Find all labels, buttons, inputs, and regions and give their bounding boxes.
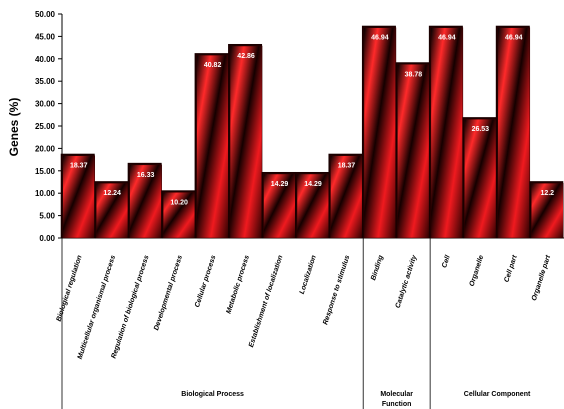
y-tick-label: 0.00	[39, 234, 55, 243]
bar-value-label: 18.37	[70, 163, 88, 170]
group-label: Molecular	[380, 391, 413, 398]
y-tick-label: 45.00	[35, 32, 56, 41]
bar-value-label: 16.33	[137, 172, 155, 179]
bar	[196, 54, 229, 239]
x-tick-label: Establishment of localization	[248, 254, 284, 348]
bar	[430, 27, 464, 239]
bar	[464, 118, 497, 239]
x-tick-label: Biological regulation	[56, 254, 84, 322]
x-tick-label: Cellular process	[194, 254, 218, 308]
x-tick-label: Regulation of biological process	[110, 254, 150, 359]
bar	[497, 27, 531, 239]
group-label: Function	[382, 401, 412, 408]
group-label: Cellular Component	[464, 391, 531, 398]
bar-value-label: 12.24	[103, 190, 121, 197]
x-tick-label: Cell	[441, 253, 452, 268]
chart-bars	[60, 25, 564, 239]
bar-value-label: 40.82	[204, 62, 222, 69]
x-tick-label: Localization	[299, 254, 318, 295]
bar	[229, 45, 263, 239]
bar-value-label: 46.94	[438, 35, 456, 42]
x-tick-label: Developmental process	[153, 254, 184, 331]
x-tick-label: Cell part	[503, 254, 519, 283]
x-tick-label: Catalytic activity	[395, 253, 419, 309]
y-tick-label: 30.00	[35, 100, 56, 109]
bar	[129, 164, 162, 239]
y-axis-label: Genes (%)	[7, 98, 21, 157]
bar	[330, 155, 363, 239]
y-tick-label: 50.00	[35, 10, 56, 19]
y-tick-label: 20.00	[35, 144, 56, 153]
x-tick-label: Binding	[370, 254, 385, 282]
bar-value-label: 18.37	[338, 163, 356, 170]
y-tick-label: 15.00	[35, 167, 56, 176]
bar-value-label: 14.29	[304, 181, 322, 188]
bar	[363, 27, 397, 239]
y-tick-label: 40.00	[35, 55, 56, 64]
bar-value-label: 38.78	[405, 71, 423, 78]
group-label: Biological Process	[181, 391, 244, 398]
bar-value-label: 14.29	[271, 181, 289, 188]
bar-value-label: 42.86	[237, 53, 255, 60]
bar	[162, 192, 196, 239]
y-tick-label: 35.00	[35, 77, 56, 86]
bar	[531, 182, 564, 239]
bar	[62, 155, 95, 239]
bar-value-label: 10.20	[170, 199, 188, 206]
x-tick-label: Multicellular organismal process	[77, 254, 117, 360]
bar-value-label: 46.94	[371, 35, 389, 42]
x-tick-label: Response to stimulus	[322, 254, 351, 325]
bar	[296, 173, 330, 239]
x-tick-label: Organelle part	[531, 254, 553, 302]
bar-value-label: 26.53	[472, 126, 490, 133]
y-tick-label: 10.00	[35, 189, 56, 198]
x-tick-label: Metabolic process	[225, 254, 251, 314]
y-tick-label: 5.00	[39, 212, 55, 221]
y-tick-label: 25.00	[35, 122, 56, 131]
x-tick-label: Organelle	[469, 254, 486, 287]
bar	[397, 64, 430, 239]
bar-value-label: 12.2	[540, 190, 554, 197]
bar-value-label: 46.94	[505, 35, 523, 42]
